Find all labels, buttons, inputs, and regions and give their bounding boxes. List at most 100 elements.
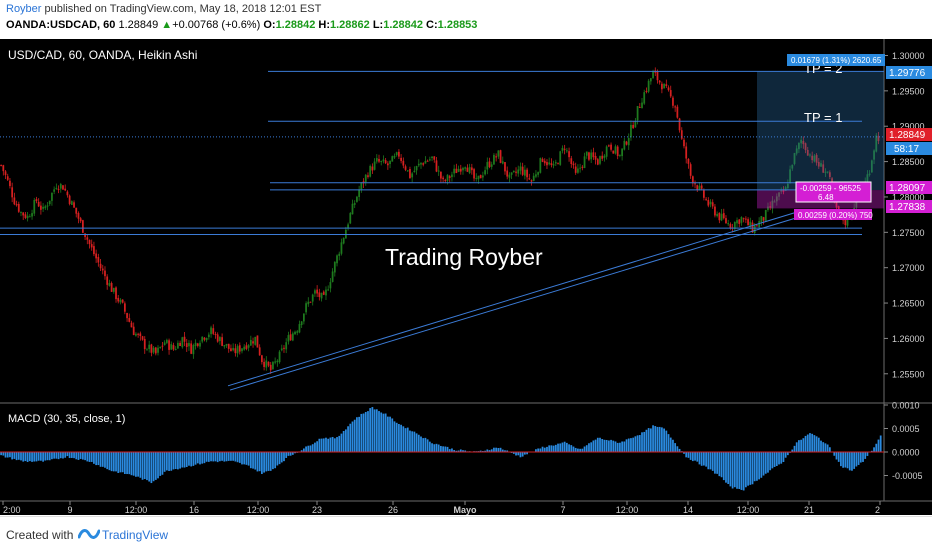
candle-body	[718, 212, 721, 221]
candle-body	[484, 170, 486, 175]
price-tick-label: 1.29500	[892, 86, 925, 96]
candle-body	[296, 331, 299, 333]
candle-body	[380, 160, 383, 162]
low-label: L:	[372, 19, 384, 31]
candle-body	[59, 184, 62, 189]
candle-body	[148, 344, 151, 350]
candle-body	[703, 189, 705, 198]
candle-body	[177, 342, 179, 349]
candle-body	[179, 342, 181, 347]
candle-body	[161, 345, 164, 347]
candle-body	[610, 144, 612, 150]
candle-body	[106, 276, 109, 285]
symbol-label[interactable]: OANDA:USDCAD, 60	[6, 19, 116, 31]
candle-body	[477, 175, 480, 180]
time-tick-label: 2:00	[3, 505, 21, 515]
candle-body	[632, 124, 635, 129]
candle-body	[517, 169, 520, 174]
candle-body	[132, 326, 135, 336]
candle-body	[680, 130, 683, 139]
time-tick-label: 23	[312, 505, 322, 515]
candle-body	[201, 336, 204, 342]
candle-body	[784, 187, 787, 192]
candle-body	[395, 152, 398, 156]
candle-body	[62, 185, 64, 190]
candle-body	[196, 343, 199, 346]
chart-canvas[interactable]: 1.30000 1.29500 1.29000 1.28500 1.28000 1.275…	[0, 39, 932, 515]
candle-body	[652, 71, 654, 79]
candle-body	[705, 198, 707, 200]
tradingview-link[interactable]: TradingView	[102, 528, 169, 542]
candle-body	[619, 154, 621, 156]
time-tick-label: Mayo	[453, 505, 477, 515]
candle-body	[159, 346, 162, 349]
candle-body	[287, 335, 290, 342]
candle-body	[99, 263, 102, 269]
candle-body	[696, 185, 699, 190]
candle-body	[700, 185, 703, 189]
candle-body	[194, 342, 197, 347]
candle-body	[809, 154, 811, 156]
candle-body	[647, 80, 650, 92]
candle-body	[638, 106, 641, 108]
chart-area[interactable]: 1.30000 1.29500 1.29000 1.28500 1.28000 1.275…	[0, 39, 932, 515]
time-tick-label: 16	[189, 505, 199, 515]
candle-body	[442, 177, 444, 180]
symbol-line: OANDA:USDCAD, 60 1.28849 ▲+0.00768 (+0.6…	[6, 19, 477, 34]
candle-body	[322, 291, 325, 295]
candle-body	[28, 216, 31, 218]
candle-body	[497, 150, 500, 157]
candle-body	[112, 287, 115, 292]
time-tick-label: 12:00	[125, 505, 148, 515]
price-tick-label: 1.28000	[892, 192, 925, 202]
candle-body	[528, 178, 531, 180]
candle-body	[771, 200, 774, 209]
candle-body	[391, 156, 394, 162]
candle-body	[422, 163, 425, 165]
candle-body	[707, 199, 710, 206]
candle-body	[258, 347, 261, 356]
candle-body	[603, 155, 606, 158]
time-tick-label: 12:00	[247, 505, 270, 515]
candle-body	[820, 163, 822, 167]
time-tick-label: 14	[683, 505, 693, 515]
countdown-text: 58:17	[894, 144, 919, 155]
candle-body	[616, 146, 619, 157]
candle-body	[221, 337, 223, 346]
stop-price-tag	[886, 200, 932, 213]
candle-body	[780, 190, 783, 192]
candle-body	[70, 201, 73, 205]
created-with-label: Created with	[6, 528, 74, 542]
candle-body	[4, 171, 7, 176]
candle-body	[541, 158, 544, 162]
candle-body	[188, 342, 190, 347]
candle-body	[577, 168, 579, 173]
candle-body	[835, 198, 838, 208]
candle-body	[79, 218, 82, 222]
candle-body	[824, 171, 827, 173]
candle-body	[143, 339, 146, 350]
candle-body	[751, 222, 754, 233]
candle-body	[753, 225, 756, 233]
candle-body	[192, 345, 195, 355]
candle-body	[26, 215, 29, 219]
candle-body	[298, 324, 301, 333]
top-tag-text: 0.01679 (1.31%) 2620.65	[791, 56, 882, 65]
candle-body	[499, 150, 502, 163]
time-tick-label: 12:00	[616, 505, 639, 515]
candle-body	[84, 233, 86, 237]
candle-body	[806, 149, 809, 156]
author-link[interactable]: Royber	[6, 3, 42, 15]
candle-body	[793, 153, 796, 164]
countdown-tag	[886, 142, 932, 155]
candles-layer	[0, 67, 880, 375]
close-value: 1.28853	[437, 19, 478, 31]
candle-body	[446, 174, 449, 181]
price-tick-label: 1.29000	[892, 122, 925, 132]
tradingview-logo-icon[interactable]	[77, 527, 101, 546]
candle-body	[207, 334, 210, 338]
candle-body	[550, 163, 553, 166]
trendline-2	[229, 216, 801, 391]
candle-body	[234, 348, 237, 354]
candle-body	[568, 151, 570, 158]
